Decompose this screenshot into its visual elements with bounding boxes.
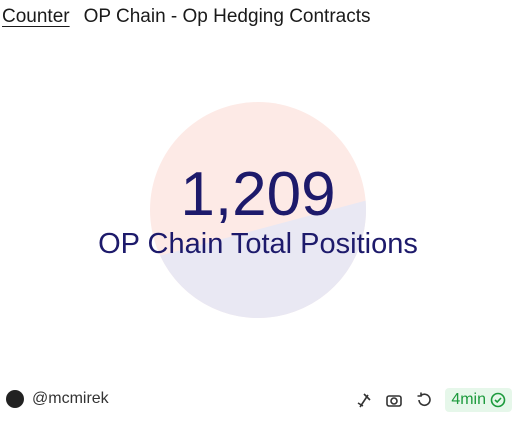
refresh-icon[interactable]	[415, 391, 433, 409]
camera-icon[interactable]	[385, 391, 403, 409]
fork-icon[interactable]	[355, 391, 373, 409]
backdrop-segment	[160, 200, 367, 319]
author[interactable]: @mcmirek	[6, 390, 109, 408]
avatar	[6, 390, 24, 408]
tab[interactable]: Counter	[2, 6, 70, 27]
age-badge: 4min	[445, 388, 512, 412]
header: Counter OP Chain - Op Hedging Contracts	[2, 6, 371, 28]
counter-value: 1,209	[180, 160, 336, 229]
check-icon	[490, 392, 506, 408]
toolbar: 4min	[355, 388, 512, 412]
title: OP Chain - Op Hedging Contracts	[83, 6, 371, 27]
counter-label: OP Chain Total Positions	[98, 228, 418, 260]
age: 4min	[451, 391, 486, 408]
author-name[interactable]: @mcmirek	[32, 390, 109, 407]
